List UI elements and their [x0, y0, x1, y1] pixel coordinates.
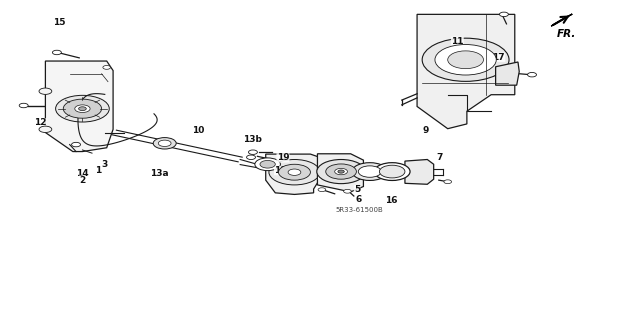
Circle shape [344, 189, 351, 193]
Circle shape [72, 142, 81, 147]
Circle shape [56, 95, 109, 122]
Circle shape [39, 126, 52, 132]
Text: 11: 11 [451, 37, 463, 46]
Text: 10: 10 [193, 126, 205, 135]
Circle shape [448, 51, 483, 69]
Polygon shape [495, 62, 519, 85]
Circle shape [338, 170, 344, 173]
Circle shape [278, 164, 310, 180]
Polygon shape [405, 160, 434, 184]
Text: 12: 12 [34, 118, 47, 128]
Text: 19: 19 [276, 153, 289, 162]
Circle shape [335, 168, 348, 175]
Text: 18: 18 [274, 166, 287, 175]
Circle shape [103, 65, 111, 69]
Circle shape [158, 140, 171, 146]
Circle shape [269, 160, 320, 185]
Circle shape [499, 12, 508, 17]
Circle shape [288, 169, 301, 175]
Text: 3: 3 [101, 160, 108, 169]
Circle shape [326, 164, 356, 179]
Circle shape [422, 38, 509, 81]
Polygon shape [317, 154, 364, 192]
Circle shape [318, 188, 326, 192]
Circle shape [374, 163, 410, 181]
Text: 17: 17 [493, 53, 505, 62]
Polygon shape [266, 154, 325, 195]
Circle shape [153, 137, 176, 149]
Text: 5R33-61500B: 5R33-61500B [336, 207, 383, 213]
Text: 7: 7 [437, 153, 444, 162]
Circle shape [444, 180, 452, 184]
Text: 9: 9 [422, 126, 429, 135]
Circle shape [317, 160, 365, 184]
Polygon shape [45, 61, 113, 152]
Polygon shape [417, 14, 515, 129]
Text: 1: 1 [95, 166, 102, 175]
Circle shape [246, 155, 255, 160]
Text: 2: 2 [79, 176, 86, 185]
Circle shape [79, 107, 86, 111]
Text: 16: 16 [385, 196, 398, 205]
Text: 6: 6 [355, 195, 362, 204]
Circle shape [527, 72, 536, 77]
Text: FR.: FR. [556, 29, 575, 39]
Text: 15: 15 [53, 18, 66, 27]
Circle shape [75, 105, 90, 113]
Circle shape [248, 150, 257, 154]
Circle shape [358, 166, 381, 177]
Polygon shape [551, 14, 572, 26]
Circle shape [260, 160, 275, 168]
Text: 13b: 13b [243, 135, 262, 144]
Circle shape [39, 88, 52, 94]
Circle shape [435, 45, 496, 75]
Text: 5: 5 [354, 185, 360, 194]
Circle shape [52, 50, 61, 55]
Circle shape [380, 165, 405, 178]
Circle shape [63, 99, 102, 118]
Circle shape [352, 163, 388, 181]
Circle shape [19, 103, 28, 108]
Text: 4: 4 [346, 169, 352, 178]
Circle shape [255, 158, 280, 171]
Text: 14: 14 [76, 169, 89, 178]
Text: 8: 8 [318, 170, 324, 179]
Text: 13a: 13a [150, 169, 168, 178]
